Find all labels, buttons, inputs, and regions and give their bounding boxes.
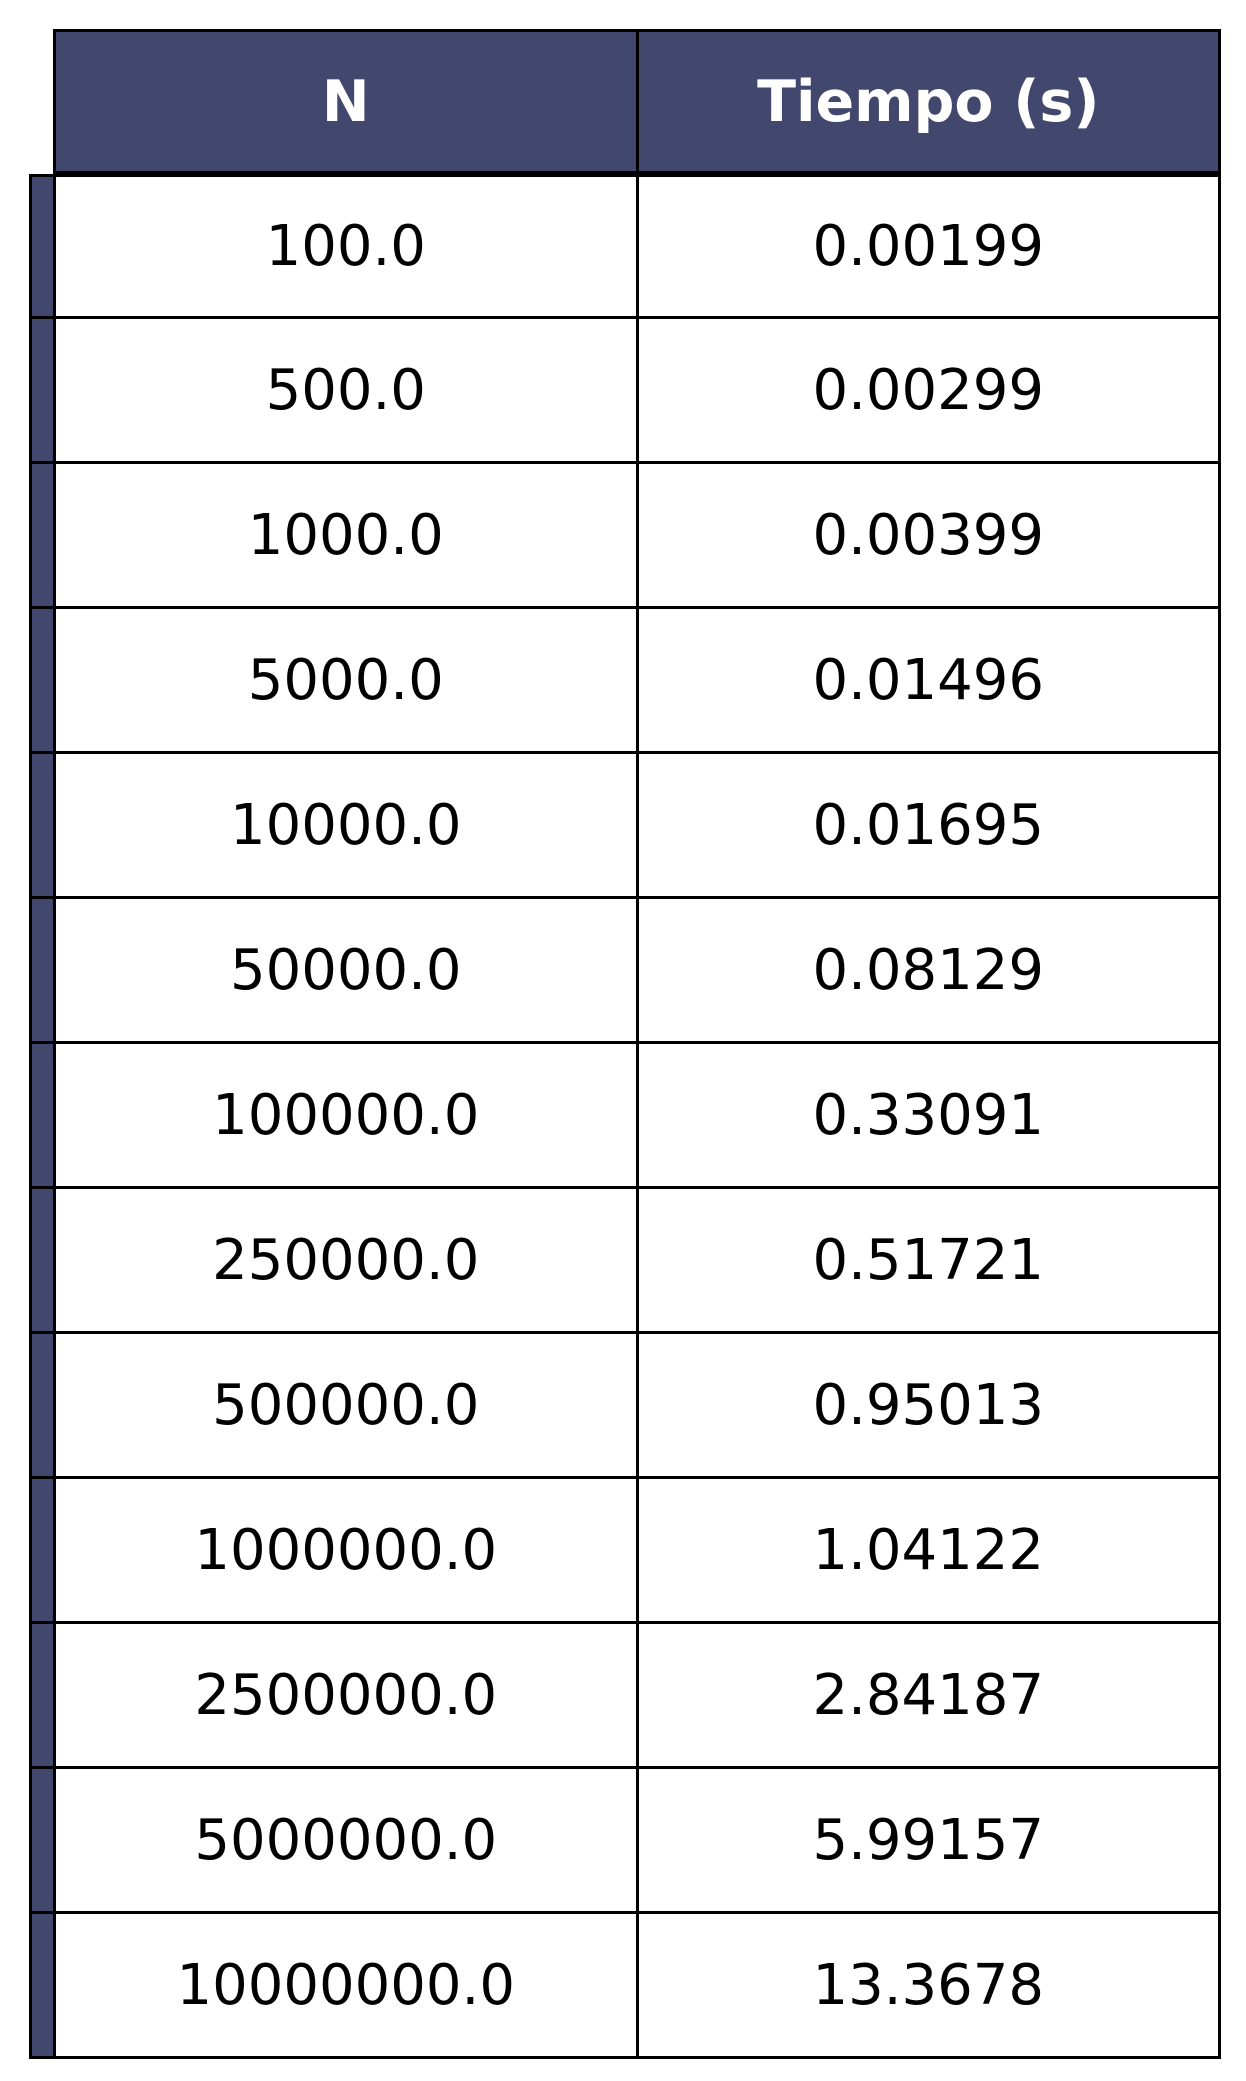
row-marker — [32, 1334, 56, 1476]
cell-n: 10000000.0 — [56, 1914, 636, 2056]
row-marker — [32, 899, 56, 1041]
cell-tiempo: 0.95013 — [635, 1334, 1218, 1476]
row-marker — [32, 754, 56, 896]
cell-tiempo: 0.00299 — [635, 319, 1218, 461]
cell-n: 1000000.0 — [56, 1479, 636, 1621]
row-marker — [32, 1479, 56, 1621]
table-row: 500.0 0.00299 — [29, 319, 1221, 464]
row-marker — [32, 1914, 56, 2056]
table-row: 5000000.0 5.99157 — [29, 1769, 1221, 1914]
cell-n: 10000.0 — [56, 754, 636, 896]
cell-n: 250000.0 — [56, 1189, 636, 1331]
row-marker — [32, 1769, 56, 1911]
cell-n: 1000.0 — [56, 464, 636, 606]
row-marker — [32, 319, 56, 461]
table-row: 1000000.0 1.04122 — [29, 1479, 1221, 1624]
table-row: 5000.0 0.01496 — [29, 609, 1221, 754]
table-row: 100.0 0.00199 — [29, 174, 1221, 319]
column-header-tiempo: Tiempo (s) — [635, 32, 1219, 171]
row-marker — [32, 1044, 56, 1186]
row-marker — [32, 177, 56, 316]
cell-n: 500000.0 — [56, 1334, 636, 1476]
column-header-n: N — [321, 68, 370, 135]
row-marker — [32, 1624, 56, 1766]
cell-tiempo: 1.04122 — [635, 1479, 1218, 1621]
cell-tiempo: 0.00399 — [635, 464, 1218, 606]
table-row: 2500000.0 2.84187 — [29, 1624, 1221, 1769]
table-row: 1000.0 0.00399 — [29, 464, 1221, 609]
cell-tiempo: 0.08129 — [635, 899, 1218, 1041]
cell-tiempo: 0.00199 — [635, 177, 1218, 316]
cell-tiempo: 0.51721 — [635, 1189, 1218, 1331]
cell-n: 100.0 — [56, 177, 636, 316]
table-row: 10000000.0 13.3678 — [29, 1914, 1221, 2059]
table-body: 100.0 0.00199 500.0 0.00299 1000.0 0.00399 500… — [29, 174, 1221, 2059]
table-row: 50000.0 0.08129 — [29, 899, 1221, 1044]
cell-n: 5000.0 — [56, 609, 636, 751]
cell-tiempo: 2.84187 — [635, 1624, 1218, 1766]
cell-tiempo: 0.01695 — [635, 754, 1218, 896]
cell-n: 500.0 — [56, 319, 636, 461]
table-row: 10000.0 0.01695 — [29, 754, 1221, 899]
row-marker — [32, 609, 56, 751]
table-row: 250000.0 0.51721 — [29, 1189, 1221, 1334]
table-header-row: N Tiempo (s) — [53, 29, 1221, 174]
cell-n: 2500000.0 — [56, 1624, 636, 1766]
table-row: 500000.0 0.95013 — [29, 1334, 1221, 1479]
cell-tiempo: 0.33091 — [635, 1044, 1218, 1186]
cell-tiempo: 5.99157 — [635, 1769, 1218, 1911]
row-marker — [32, 1189, 56, 1331]
cell-tiempo: 0.01496 — [635, 609, 1218, 751]
cell-tiempo: 13.3678 — [635, 1914, 1218, 2056]
cell-n: 50000.0 — [56, 899, 636, 1041]
table-row: 100000.0 0.33091 — [29, 1044, 1221, 1189]
row-marker — [32, 464, 56, 606]
cell-n: 5000000.0 — [56, 1769, 636, 1911]
cell-n: 100000.0 — [56, 1044, 636, 1186]
